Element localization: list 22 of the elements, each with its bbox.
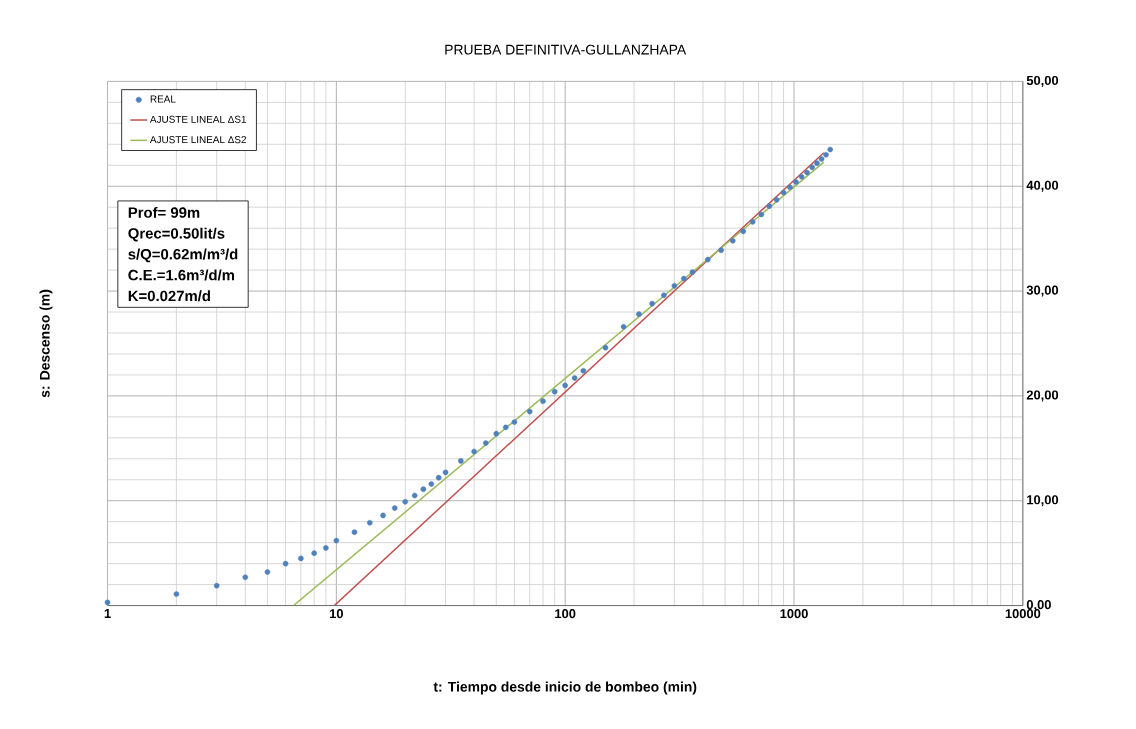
annotation: C.E.=1.6m³/d/m <box>128 269 235 281</box>
x-tick-label: 10 <box>329 609 344 619</box>
y-tick-label: 50,00 <box>1026 76 1059 88</box>
legend-label: AJUSTE LINEAL ΔS2 <box>149 136 246 144</box>
annotation: Qrec=0.50lit/s <box>128 227 225 242</box>
y-tick-label: 40,00 <box>1026 180 1059 192</box>
legend-label: AJUSTE LINEAL ΔS1 <box>149 115 247 123</box>
y-tick-label: 30,00 <box>1026 285 1059 297</box>
y-tick-label: 0,00 <box>1026 600 1051 612</box>
x-tick-label: 100 <box>555 609 576 619</box>
x-tick-label: 10000 <box>1005 609 1041 619</box>
y-tick-label: 10,00 <box>1027 495 1059 507</box>
annotation: K=0.027m/d <box>128 290 210 302</box>
annotation: Prof= 99m <box>128 207 200 218</box>
x-axis-title: t: Tiempo desde inicio de bombeo (min) <box>433 681 697 695</box>
y-axis-title: s: Descenso (m) <box>39 290 53 398</box>
y-tick-label: 20,00 <box>1026 390 1059 402</box>
x-tick-label: 1 <box>104 609 111 619</box>
chart-title: PRUEBA DEFINITIVA-GULLANZHAPA <box>445 44 687 55</box>
legend-label: REAL <box>150 95 176 103</box>
annotation: s/Q=0.62m/m³/d <box>128 248 238 263</box>
x-tick-label: 1000 <box>780 609 808 619</box>
